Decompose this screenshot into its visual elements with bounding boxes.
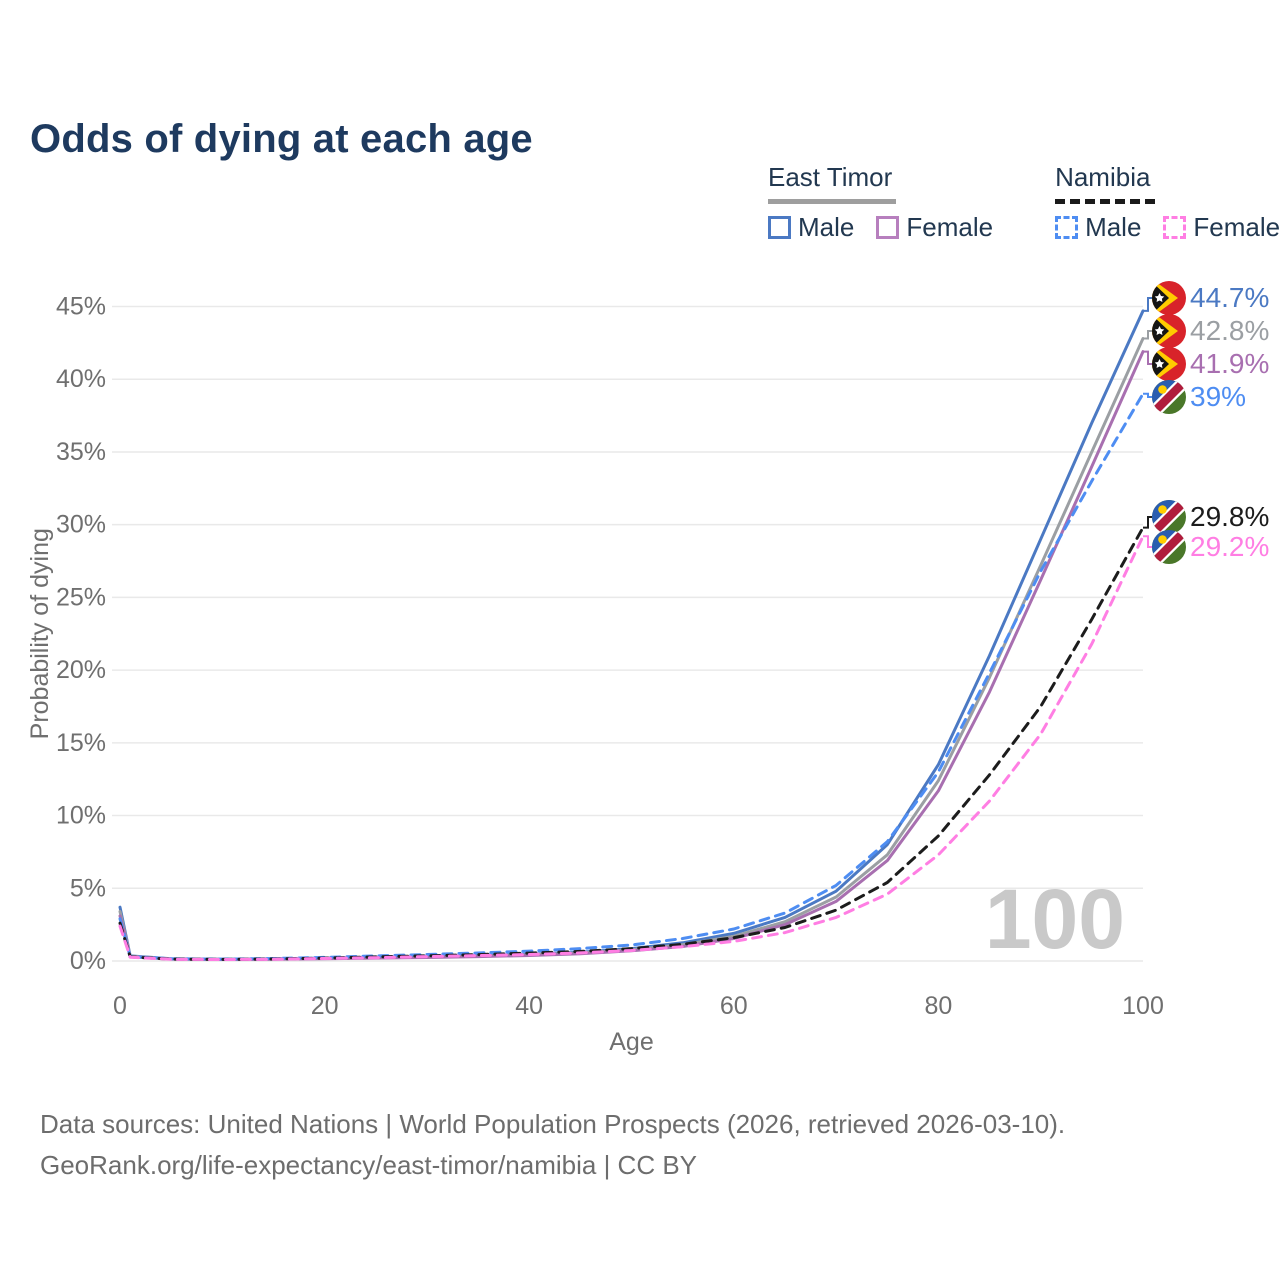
x-tick-label: 20 — [311, 992, 339, 1020]
data-source-text: Data sources: United Nations | World Pop… — [40, 1109, 1066, 1139]
end-value-label-east-timor-male: 44.7% — [1190, 282, 1269, 313]
legend-group-east-timor: East Timor Male Female — [768, 162, 993, 243]
y-tick-label: 10% — [56, 802, 106, 830]
y-tick-label: 35% — [56, 438, 106, 466]
series-line-east-timor-male — [118, 309, 1145, 961]
end-label-connector — [1143, 330, 1152, 340]
y-tick-label: 15% — [56, 729, 106, 757]
page-title: Odds of dying at each age — [30, 116, 533, 161]
attribution-text: GeoRank.org/life-expectancy/east-timor/n… — [40, 1150, 698, 1180]
y-tick-label: 5% — [70, 874, 106, 902]
legend-item-label: Female — [1193, 212, 1280, 242]
y-axis-title: Probability of dying — [26, 528, 54, 739]
legend-country-namibia: Namibia — [1055, 162, 1151, 192]
y-tick-label: 30% — [56, 511, 106, 539]
x-axis-title: Age — [609, 1028, 653, 1056]
end-label-connector — [1143, 297, 1152, 312]
end-value-label-namibia-male: 39% — [1190, 381, 1246, 412]
y-tick-label: 45% — [56, 293, 106, 321]
namibia-female-swatch[interactable] — [1163, 216, 1187, 239]
series-line-namibia-female — [118, 534, 1145, 961]
legend-item-label: Male — [798, 212, 855, 242]
end-label-connector — [1143, 392, 1152, 398]
end-value-label-east-timor: 42.8% — [1190, 315, 1269, 346]
end-label-connector — [1143, 350, 1152, 365]
legend-item-namibia-female[interactable]: Female — [1163, 212, 1280, 243]
y-tick-label: 20% — [56, 656, 106, 684]
east-timor-flag-icon — [1152, 312, 1186, 350]
legend-item-label: Male — [1085, 212, 1142, 242]
legend-item-namibia-male[interactable]: Male — [1055, 212, 1141, 243]
east-timor-flag-icon — [1152, 279, 1186, 317]
x-tick-label: 60 — [720, 992, 748, 1020]
legend-item-label: Female — [906, 212, 994, 242]
x-tick-label: 40 — [515, 992, 543, 1020]
end-value-label-east-timor-female: 41.9% — [1190, 348, 1269, 379]
end-label-connector — [1143, 535, 1152, 548]
watermark-age-100: 100 — [985, 872, 1125, 966]
east-timor-male-swatch[interactable] — [768, 216, 791, 239]
namibia-flag-icon — [1148, 526, 1190, 568]
legend-item-east-timor-male[interactable]: Male — [768, 212, 854, 243]
east-timor-flag-icon — [1152, 345, 1186, 383]
end-label-connector — [1143, 516, 1152, 529]
chart-legend: East Timor Male Female Namibia Male Fema… — [768, 162, 1280, 243]
series-line-namibia-male — [118, 392, 1145, 961]
x-tick-label: 100 — [1122, 992, 1164, 1020]
namibia-line-style-sample — [1055, 199, 1156, 204]
east-timor-line-style-sample — [768, 199, 896, 204]
legend-group-namibia: Namibia Male Female — [1055, 162, 1280, 243]
x-tick-label: 80 — [924, 992, 952, 1020]
end-value-label-namibia: 29.8% — [1190, 501, 1269, 532]
east-timor-female-swatch[interactable] — [876, 216, 900, 239]
y-tick-label: 0% — [70, 947, 106, 975]
y-tick-label: 40% — [56, 365, 106, 393]
series-line-east-timor — [118, 337, 1145, 961]
legend-country-east-timor: East Timor — [768, 162, 893, 192]
chart-footer: Data sources: United Nations | World Pop… — [40, 1104, 1065, 1186]
y-tick-label: 25% — [56, 583, 106, 611]
x-tick-label: 0 — [113, 992, 127, 1020]
legend-item-east-timor-female[interactable]: Female — [876, 212, 993, 243]
namibia-flag-icon — [1148, 376, 1190, 418]
namibia-male-swatch[interactable] — [1055, 216, 1079, 239]
end-value-label-namibia-female: 29.2% — [1190, 531, 1269, 562]
